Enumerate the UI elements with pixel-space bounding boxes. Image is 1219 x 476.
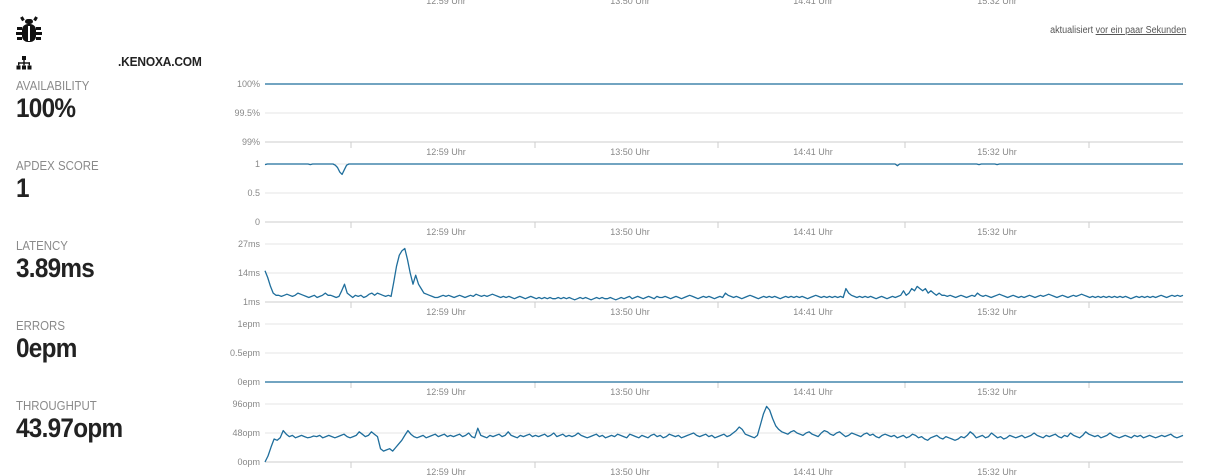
y-tick-label: 99.5% [234,108,260,118]
x-tick-label: 14:41 Uhr [793,307,833,317]
x-tick-label: 12:59 Uhr [426,387,466,397]
sitemap-icon [16,56,32,70]
metric-label: THROUGHPUT [16,398,97,413]
y-tick-label: 1epm [237,319,260,329]
metric-errors: ERRORS 0epm [16,318,216,363]
x-tick-label: 13:50 Uhr [610,467,650,476]
site-name[interactable]: .KENOXA.COM [118,54,202,69]
metric-label: AVAILABILITY [16,78,90,93]
metric-value: 43.97opm [16,413,123,443]
x-tick-label: 15:32 Uhr [977,387,1017,397]
y-tick-label: 27ms [238,239,261,249]
metric-value: 100% [16,93,76,123]
x-tick-label: 15:32 Uhr [977,467,1017,476]
metric-value: 0epm [16,333,77,363]
metric-label: APDEX SCORE [16,158,99,173]
metric-apdex: APDEX SCORE 1 [16,158,216,203]
y-tick-label: 0.5epm [230,348,260,358]
x-tick-label: 14:41 Uhr [793,147,833,157]
y-tick-label: 1 [255,159,260,169]
updated-link[interactable]: vor ein paar Sekunden [1095,25,1186,36]
x-tick-label: 15:32 Uhr [977,227,1017,237]
series-line-apdex [264,163,1183,176]
x-tick-label: 13:50 Uhr [610,387,650,397]
metric-latency: LATENCY 3.89ms [16,238,216,283]
x-tick-label-top: 13:50 Uhr [610,0,650,6]
x-tick-label: 13:50 Uhr [610,147,650,157]
x-tick-label: 14:41 Uhr [793,227,833,237]
x-tick-label: 12:59 Uhr [426,227,466,237]
x-tick-label: 12:59 Uhr [426,467,466,476]
x-tick-label: 13:50 Uhr [610,227,650,237]
x-tick-label-top: 15:32 Uhr [977,0,1017,6]
metric-label: LATENCY [16,238,68,253]
y-tick-label: 48opm [232,428,260,438]
metric-throughput: THROUGHPUT 43.97opm [16,398,216,443]
series-line-throughput [264,405,1184,463]
updated-prefix: aktualisiert [1049,25,1096,36]
series-line-latency [264,247,1184,301]
y-tick-label: 0.5 [247,188,260,198]
metric-value: 1 [16,173,30,203]
y-tick-label: 96opm [232,399,260,409]
y-tick-label: 0 [255,217,260,227]
x-tick-label: 12:59 Uhr [426,147,466,157]
metric-value: 3.89ms [16,253,95,283]
metric-availability: AVAILABILITY 100% [16,78,216,123]
bug-icon [16,16,42,42]
y-tick-label: 1ms [243,297,261,307]
y-tick-label: 0epm [237,377,260,387]
y-tick-label: 0opm [237,457,260,467]
x-tick-label-top: 14:41 Uhr [793,0,833,6]
y-tick-label: 99% [242,137,260,147]
x-tick-label: 15:32 Uhr [977,147,1017,157]
x-tick-label-top: 12:59 Uhr [426,0,466,6]
x-tick-label: 13:50 Uhr [610,307,650,317]
x-tick-label: 14:41 Uhr [793,387,833,397]
x-tick-label: 14:41 Uhr [793,467,833,476]
y-tick-label: 100% [237,79,260,89]
last-updated: aktualisiert vor ein paar Sekunden [1050,25,1186,36]
x-tick-label: 15:32 Uhr [977,307,1017,317]
x-tick-label: 12:59 Uhr [426,307,466,317]
metric-label: ERRORS [16,318,65,333]
y-tick-label: 14ms [238,268,261,278]
